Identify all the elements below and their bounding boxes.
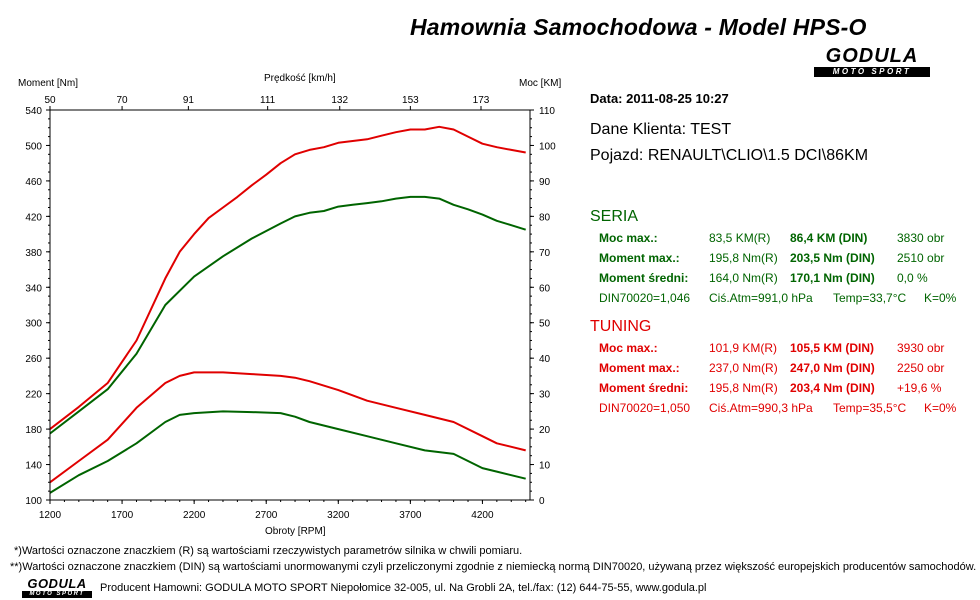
x-axis-label: Obroty [RPM] [265,526,326,537]
seria-label-avg: Moment średni: [599,271,689,285]
seria-moment-line [49,195,526,435]
seria-din-moment: 203,5 Nm (DIN) [790,251,875,265]
note-r: *)Wartości oznaczone znaczkiem (R) są wa… [14,545,523,557]
seria-r-moment: 195,8 Nm(R) [709,251,778,265]
tuning-title: TUNING [590,318,652,335]
brand-logo: GODULA MOTO SPORT [814,46,930,77]
tuning-label-avg: Moment średni: [599,381,689,395]
seria-title: SERIA [590,208,639,225]
tuning-extra-avg: +19,6 % [897,381,942,395]
y-left-tick-label: 460 [25,177,42,188]
top-tick-label: 173 [473,95,490,106]
tuning-din-factor: DIN70020=1,050 [599,401,691,415]
y-right-tick-label: 40 [539,354,551,365]
producer-info: Producent Hamowni: GODULA MOTO SPORT Nie… [100,582,707,594]
top-tick-label: 91 [183,95,195,106]
y-left-tick-label: 140 [25,461,42,472]
x-tick-label: 1200 [39,510,62,521]
tuning-atm: Ciś.Atm=990,3 hPa [709,401,813,415]
y-left-tick-label: 180 [25,425,42,436]
y-left-tick-label: 420 [25,212,42,223]
tuning-moc-line [49,371,526,484]
top-tick-label: 111 [260,95,276,106]
y-right-axis-label: Moc [KM] [519,78,561,89]
seria-din-avg: 170,1 Nm (DIN) [790,271,875,285]
dyno-chart: Moment [Nm] Prędkość [km/h] Moc [KM] Obr… [18,73,561,537]
chart-ticks: 100 140 180 220 260 300 340 380 420 460 500 540 0 10 2… [25,95,556,521]
x-tick-label: 1700 [111,510,134,521]
seria-temp: Temp=33,7°C [833,291,907,305]
chart-series [49,125,526,494]
y-left-tick-label: 340 [25,283,42,294]
top-tick-label: 132 [331,95,348,106]
top-tick-label: 50 [44,95,56,106]
tuning-label-moment: Moment max.: [599,361,680,375]
logo-sub-text: MOTO SPORT [814,67,930,77]
footer-logo-sub: MOTO SPORT [22,591,92,598]
tuning-label-moc: Moc max.: [599,341,658,355]
y-right-tick-label: 50 [539,319,551,330]
seria-extra-avg: 0,0 % [897,271,928,285]
tuning-extra-moc: 3930 obr [897,341,945,355]
top-tick-label: 153 [402,95,419,106]
seria-din-factor: DIN70020=1,046 [599,291,691,305]
seria-extra-moment: 2510 obr [897,251,945,265]
x-tick-label: 2700 [255,510,278,521]
tuning-r-moc: 101,9 KM(R) [709,341,778,355]
seria-r-moc: 83,5 KM(R) [709,231,771,245]
y-left-tick-label: 380 [25,248,42,259]
seria-label-moc: Moc max.: [599,231,658,245]
y-left-axis-label: Moment [Nm] [18,78,78,89]
y-right-tick-label: 110 [539,106,555,117]
footer-logo-main: GODULA [27,576,87,591]
y-right-tick-label: 100 [539,141,556,152]
seria-moc-line [49,410,526,494]
y-left-tick-label: 220 [25,390,42,401]
seria-k: K=0% [924,291,957,305]
tuning-moment-line [49,125,526,430]
y-right-tick-label: 70 [539,248,551,259]
note-din: **)Wartości oznaczone znaczkiem (DIN) są… [10,561,977,573]
tuning-extra-moment: 2250 obr [897,361,945,375]
x-tick-label: 4200 [471,510,494,521]
x-tick-label: 2200 [183,510,206,521]
logo-main-text: GODULA [825,45,919,67]
y-right-tick-label: 20 [539,425,551,436]
tuning-temp: Temp=35,5°C [833,401,907,415]
tuning-k: K=0% [924,401,957,415]
footer-logo: GODULA MOTO SPORT [22,577,92,598]
tuning-r-avg: 195,8 Nm(R) [709,381,778,395]
top-axis-label: Prędkość [km/h] [264,73,336,84]
seria-extra-moc: 3830 obr [897,231,945,245]
tuning-r-moment: 237,0 Nm(R) [709,361,778,375]
tuning-din-moc: 105,5 KM (DIN) [790,341,875,355]
y-left-tick-label: 260 [25,354,42,365]
seria-r-avg: 164,0 Nm(R) [709,271,778,285]
y-right-tick-label: 10 [539,461,551,472]
test-date: Data: 2011-08-25 10:27 [590,91,729,106]
plot-frame [49,109,531,501]
tuning-din-moment: 247,0 Nm (DIN) [790,361,875,375]
seria-atm: Ciś.Atm=991,0 hPa [709,291,813,305]
y-left-tick-label: 100 [25,496,42,507]
seria-din-moc: 86,4 KM (DIN) [790,231,868,245]
y-left-tick-label: 540 [25,106,42,117]
y-right-tick-label: 90 [539,177,551,188]
x-tick-label: 3200 [327,510,350,521]
tuning-din-avg: 203,4 Nm (DIN) [790,381,875,395]
seria-label-moment: Moment max.: [599,251,680,265]
y-right-tick-label: 0 [539,496,545,507]
client-name: Dane Klienta: TEST [590,121,732,138]
y-right-tick-label: 30 [539,390,551,401]
page-title: Hamownia Samochodowa - Model HPS-O [410,14,867,40]
y-right-tick-label: 80 [539,212,551,223]
top-tick-label: 70 [117,95,129,106]
x-tick-label: 3700 [399,510,422,521]
y-left-tick-label: 300 [25,319,42,330]
y-right-tick-label: 60 [539,283,551,294]
y-left-tick-label: 500 [25,141,42,152]
vehicle-name: Pojazd: RENAULT\CLIO\1.5 DCI\86KM [590,147,869,164]
